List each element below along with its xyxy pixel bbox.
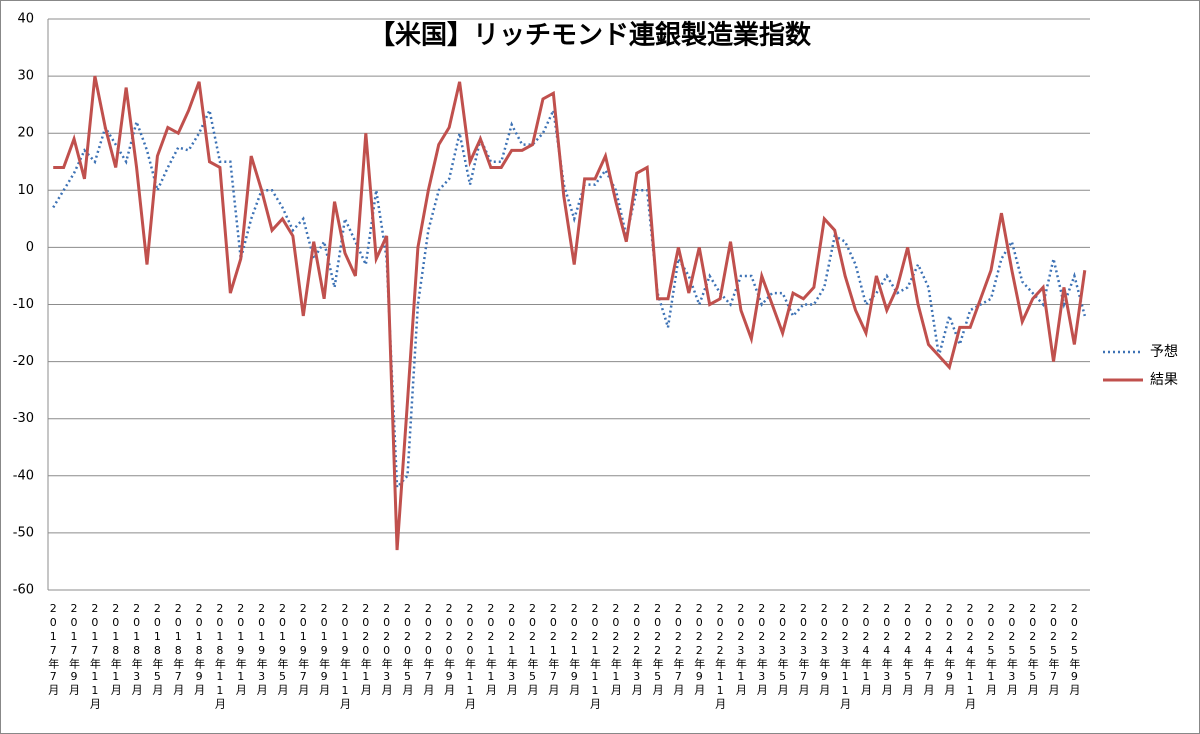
x-tick-label: 2017年11月 [88,602,101,710]
y-tick-label: 0 [26,240,34,255]
x-tick-label: 2023年3月 [755,602,768,696]
x-tick-label: 2019年3月 [255,602,268,696]
x-tick-label: 2024年7月 [922,602,935,696]
x-tick-label: 2019年9月 [318,602,331,696]
x-tick-label: 2022年11月 [714,602,727,710]
x-tick-label: 2017年9月 [68,602,81,696]
x-tick-label: 2022年5月 [651,602,664,696]
x-tick-label: 2025年1月 [985,602,998,696]
x-tick-label: 2018年5月 [151,602,164,696]
series-line [52,105,1086,491]
y-tick-label: -50 [13,525,34,540]
x-tick-label: 2021年11月 [589,602,602,710]
x-tick-label: 2023年9月 [818,602,831,696]
x-tick-label: 2025年7月 [1047,602,1060,696]
x-tick-label: 2018年7月 [172,602,185,696]
x-tick-label: 2024年1月 [859,602,872,696]
y-tick-label: 20 [17,126,34,141]
x-tick-label: 2019年7月 [297,602,310,696]
x-tick-label: 2020年5月 [401,602,414,696]
y-tick-label: 10 [17,183,34,198]
x-tick-label: 2021年1月 [484,602,497,696]
x-tick-label: 2020年9月 [443,602,456,696]
x-tick-label: 2025年3月 [1005,602,1018,696]
y-tick-label: -60 [13,583,34,598]
x-tick-label: 2024年11月 [964,602,977,710]
x-tick-label: 2017年7月 [47,602,60,696]
x-tick-label: 2023年7月 [797,602,810,696]
x-tick-label: 2021年7月 [547,602,560,696]
x-tick-label: 2022年7月 [672,602,685,696]
x-tick-label: 2018年9月 [193,602,206,696]
x-tick-label: 2023年1月 [734,602,747,696]
x-tick-label: 2023年5月 [776,602,789,696]
x-tick-label: 2023年11月 [839,602,852,710]
x-tick-label: 2019年1月 [234,602,247,696]
x-tick-label: 2024年5月 [901,602,914,696]
x-tick-label: 2019年11月 [338,602,351,710]
legend-label: 予想 [1150,344,1178,360]
y-tick-label: -30 [13,411,34,426]
x-tick-label: 2020年1月 [359,602,372,696]
x-tick-label: 2021年9月 [568,602,581,696]
y-tick-label: -10 [13,297,34,312]
x-tick-label: 2020年3月 [380,602,393,696]
x-tick-label: 2021年5月 [526,602,539,696]
x-tick-label: 2022年9月 [693,602,706,696]
y-tick-label: -40 [13,468,34,483]
x-tick-label: 2020年7月 [422,602,435,696]
x-tick-label: 2022年3月 [630,602,643,696]
x-tick-label: 2025年9月 [1068,602,1081,696]
x-tick-label: 2018年11月 [213,602,226,710]
x-tick-label: 2019年5月 [276,602,289,696]
chart-title: 【米国】リッチモンド連銀製造業指数 [369,21,812,51]
x-tick-label: 2024年3月 [880,602,893,696]
x-tick-label: 2018年1月 [109,602,122,696]
x-tick-label: 2020年11月 [464,602,477,710]
y-tick-label: -20 [13,354,34,369]
x-tick-label: 2024年9月 [943,602,956,696]
y-tick-label: 30 [17,69,34,84]
x-tick-label: 2021年3月 [505,602,518,696]
x-tick-label: 2018年3月 [130,602,143,696]
series-line [53,75,1087,551]
legend-label: 結果 [1150,372,1178,388]
x-tick-label: 2022年1月 [609,602,622,696]
y-tick-label: 40 [17,12,34,27]
x-tick-label: 2025年5月 [1026,602,1039,696]
